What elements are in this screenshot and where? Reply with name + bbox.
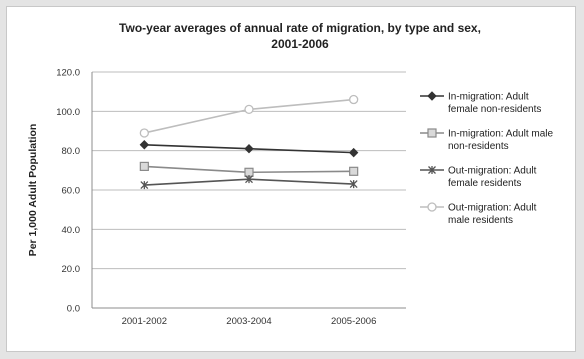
legend-label: non-residents: [448, 141, 509, 152]
legend-marker: [427, 202, 437, 212]
y-axis-label: Per 1,000 Adult Population: [27, 124, 39, 257]
data-point: [348, 147, 359, 158]
data-point: [349, 166, 359, 176]
legend-label: In-migration: Adult: [448, 92, 529, 103]
x-tick-label: 2001-2002: [122, 316, 167, 327]
x-tick-label: 2005-2006: [331, 316, 376, 327]
data-point: [139, 161, 149, 171]
legend-label: In-migration: Adult male: [448, 129, 553, 140]
data-point: [140, 181, 149, 190]
series-line: [144, 98, 354, 134]
y-tick-label: 40.0: [62, 225, 81, 236]
chart-title-line2: 2001-2006: [271, 37, 329, 51]
y-tick-label: 20.0: [62, 264, 81, 275]
legend-marker: [428, 166, 436, 174]
y-tick-label: 60.0: [62, 186, 81, 197]
data-point: [349, 180, 358, 189]
data-point: [244, 104, 254, 115]
y-tick-label: 0.0: [67, 304, 80, 315]
legend-label: Out-migration: Adult: [448, 166, 537, 177]
legend-marker: [427, 91, 437, 101]
data-point: [349, 94, 359, 105]
data-point: [244, 167, 254, 177]
x-tick-label: 2003-2004: [226, 316, 271, 327]
legend-marker: [427, 128, 437, 138]
y-tick-label: 80.0: [62, 146, 81, 157]
data-point: [244, 143, 254, 154]
y-tick-label: 120.0: [56, 68, 80, 79]
data-point: [139, 128, 149, 138]
y-tick-label: 100.0: [56, 107, 80, 118]
legend-label: female non-residents: [448, 104, 541, 115]
legend-label: male residents: [448, 215, 513, 226]
chart-frame: [6, 6, 576, 352]
data-point: [245, 175, 253, 184]
legend-label: Out-migration: Adult: [448, 203, 537, 214]
data-point: [139, 140, 150, 150]
axes: 0.0 20.0 40.0 60.0 80.0 100.0 120.0 2001-2002 20…: [56, 68, 406, 327]
legend-label: female residents: [448, 178, 521, 189]
series-lines: [139, 94, 359, 190]
chart-title-line1: Two-year averages of annual rate of migr…: [119, 21, 481, 35]
